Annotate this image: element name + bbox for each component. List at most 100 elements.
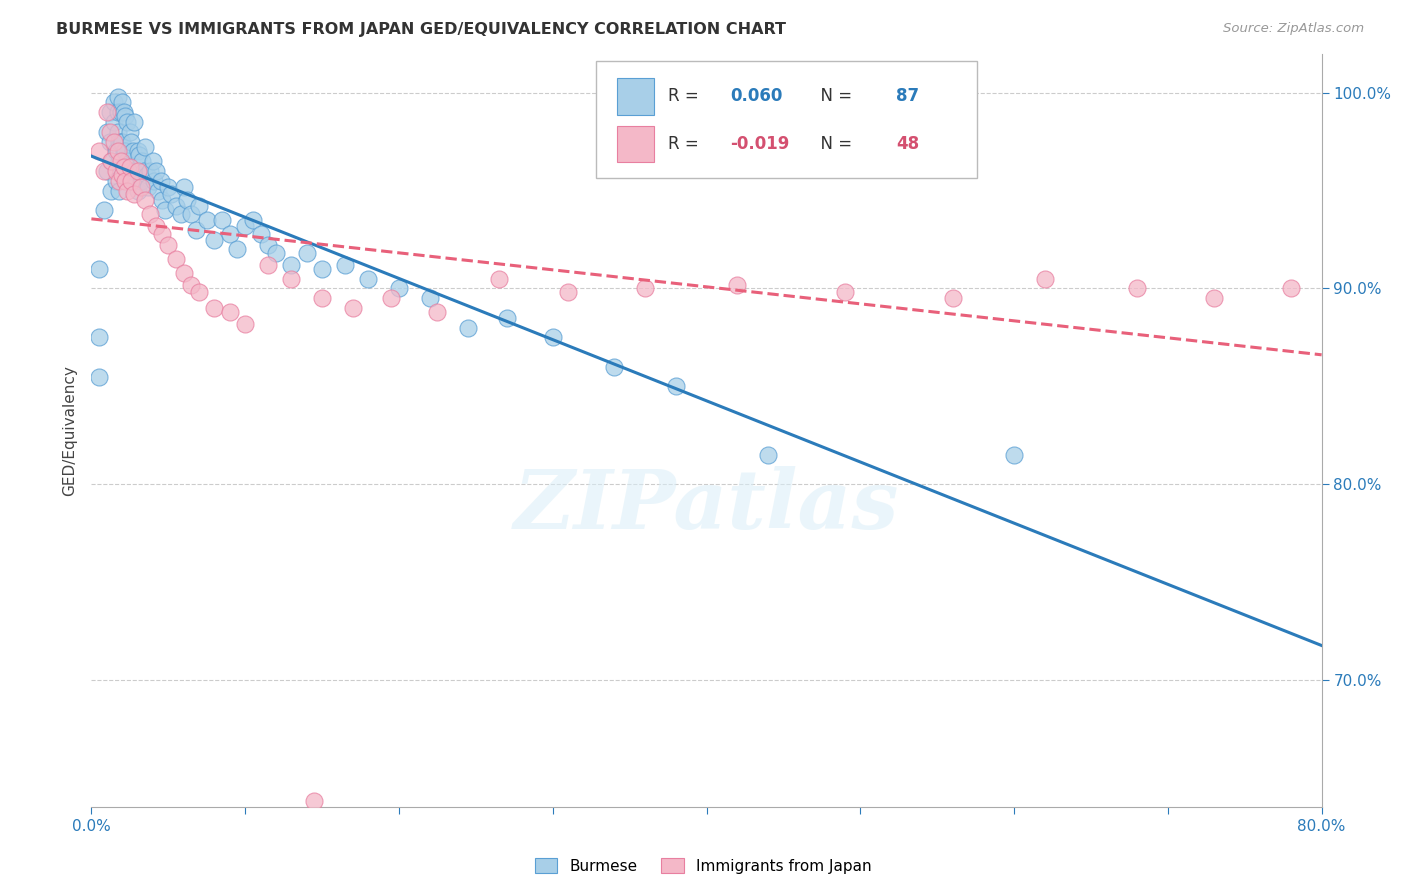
Point: [226, 242, 249, 256]
Point: [149, 174, 172, 188]
Point: [942, 291, 965, 305]
Point: [118, 160, 141, 174]
Point: [131, 154, 153, 169]
Point: [115, 184, 138, 198]
Point: [127, 184, 149, 198]
Point: [120, 174, 142, 188]
Point: [202, 233, 225, 247]
Point: [122, 145, 145, 159]
Point: [153, 203, 177, 218]
Point: [108, 174, 131, 188]
Point: [242, 213, 264, 227]
Point: [127, 145, 149, 159]
Point: [124, 115, 146, 129]
Point: [1033, 271, 1056, 285]
Point: [110, 154, 132, 169]
Point: [834, 285, 856, 300]
Point: [218, 305, 240, 319]
Point: [211, 213, 233, 227]
Point: [129, 174, 152, 188]
Point: [304, 794, 326, 808]
Point: [233, 317, 256, 331]
FancyBboxPatch shape: [617, 78, 654, 114]
Point: [100, 154, 122, 169]
Point: [139, 207, 162, 221]
Point: [96, 164, 118, 178]
Point: [87, 330, 110, 344]
Point: [98, 105, 121, 120]
Point: [127, 164, 149, 178]
FancyBboxPatch shape: [596, 61, 977, 178]
Point: [93, 203, 115, 218]
Point: [132, 164, 155, 178]
Point: [134, 140, 156, 154]
Point: [128, 148, 150, 162]
Text: ZIPatlas: ZIPatlas: [513, 466, 900, 546]
Point: [419, 291, 441, 305]
Point: [160, 187, 183, 202]
Point: [107, 125, 129, 139]
Point: [665, 379, 688, 393]
Point: [107, 89, 129, 103]
Point: [115, 115, 138, 129]
Point: [257, 238, 280, 252]
Point: [105, 145, 127, 159]
Point: [157, 238, 180, 252]
Point: [136, 179, 159, 194]
Point: [557, 285, 579, 300]
Text: N =: N =: [810, 87, 858, 105]
Point: [188, 199, 211, 213]
Point: [111, 168, 134, 182]
Point: [114, 109, 136, 123]
Point: [145, 164, 167, 178]
Point: [311, 261, 333, 276]
Point: [195, 213, 218, 227]
Text: -0.019: -0.019: [730, 135, 789, 153]
Point: [118, 125, 141, 139]
Point: [218, 227, 240, 241]
Point: [603, 359, 626, 374]
Text: Source: ZipAtlas.com: Source: ZipAtlas.com: [1223, 22, 1364, 36]
Point: [87, 369, 110, 384]
Point: [112, 145, 135, 159]
Point: [96, 105, 118, 120]
Point: [280, 258, 302, 272]
Point: [100, 154, 122, 169]
Text: 0.060: 0.060: [730, 87, 782, 105]
Point: [96, 125, 118, 139]
Y-axis label: GED/Equivalency: GED/Equivalency: [62, 365, 77, 496]
Point: [107, 145, 129, 159]
Point: [110, 105, 132, 120]
Text: 48: 48: [896, 135, 920, 153]
Point: [139, 164, 162, 178]
Point: [103, 135, 125, 149]
Point: [87, 145, 110, 159]
Point: [87, 261, 110, 276]
Point: [134, 194, 156, 208]
Point: [111, 95, 134, 110]
Point: [150, 227, 173, 241]
Point: [495, 310, 517, 325]
Point: [541, 330, 564, 344]
Point: [257, 258, 280, 272]
Text: 87: 87: [896, 87, 920, 105]
Point: [634, 281, 657, 295]
Point: [108, 184, 131, 198]
Point: [756, 448, 779, 462]
Point: [388, 281, 411, 295]
Point: [93, 164, 115, 178]
Point: [98, 125, 121, 139]
Point: [108, 154, 131, 169]
Point: [105, 174, 127, 188]
Point: [143, 174, 166, 188]
Point: [1202, 291, 1225, 305]
Point: [111, 135, 134, 149]
Point: [180, 277, 202, 292]
Point: [100, 184, 122, 198]
Point: [280, 271, 302, 285]
Text: BURMESE VS IMMIGRANTS FROM JAPAN GED/EQUIVALENCY CORRELATION CHART: BURMESE VS IMMIGRANTS FROM JAPAN GED/EQU…: [56, 22, 786, 37]
Point: [426, 305, 449, 319]
Point: [129, 179, 152, 194]
Point: [725, 277, 748, 292]
Point: [233, 219, 256, 233]
